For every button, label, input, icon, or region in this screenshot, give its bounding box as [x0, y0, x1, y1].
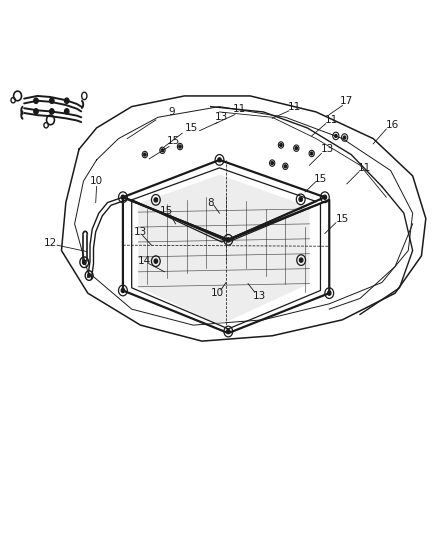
- Circle shape: [226, 238, 230, 242]
- Circle shape: [178, 145, 181, 148]
- Text: 11: 11: [324, 115, 337, 125]
- Circle shape: [34, 98, 38, 103]
- Text: 12: 12: [44, 238, 57, 247]
- Text: 13: 13: [320, 144, 333, 154]
- Circle shape: [88, 274, 90, 277]
- Text: 17: 17: [339, 96, 353, 106]
- Circle shape: [298, 197, 302, 201]
- Polygon shape: [138, 175, 309, 325]
- Circle shape: [64, 98, 69, 103]
- Circle shape: [294, 147, 297, 150]
- Circle shape: [226, 329, 230, 334]
- Text: 15: 15: [184, 123, 197, 133]
- Circle shape: [154, 198, 157, 202]
- Text: 15: 15: [313, 174, 326, 183]
- Circle shape: [64, 109, 69, 114]
- Circle shape: [49, 109, 54, 114]
- Text: 15: 15: [166, 136, 180, 146]
- Circle shape: [270, 161, 273, 165]
- Text: 9: 9: [167, 107, 174, 117]
- Circle shape: [217, 158, 221, 162]
- Circle shape: [299, 258, 302, 262]
- Circle shape: [121, 288, 124, 293]
- Circle shape: [310, 152, 312, 155]
- Circle shape: [343, 136, 345, 139]
- Circle shape: [82, 260, 86, 264]
- Text: 14: 14: [138, 256, 151, 266]
- Circle shape: [334, 134, 336, 138]
- Circle shape: [49, 98, 54, 103]
- Circle shape: [322, 195, 326, 199]
- Circle shape: [121, 195, 124, 199]
- Text: 11: 11: [357, 163, 370, 173]
- Circle shape: [327, 291, 330, 295]
- Text: 16: 16: [385, 120, 399, 130]
- Text: 11: 11: [287, 102, 300, 111]
- Text: 10: 10: [210, 288, 223, 298]
- Circle shape: [279, 143, 282, 147]
- Circle shape: [143, 153, 146, 156]
- Circle shape: [34, 109, 38, 114]
- Text: 10: 10: [90, 176, 103, 186]
- Text: 15: 15: [160, 206, 173, 215]
- Circle shape: [161, 149, 163, 152]
- Text: 15: 15: [335, 214, 348, 223]
- Circle shape: [154, 259, 157, 263]
- Text: 13: 13: [252, 291, 265, 301]
- Text: 8: 8: [207, 198, 214, 207]
- Text: 13: 13: [134, 227, 147, 237]
- Circle shape: [283, 165, 286, 168]
- Text: 13: 13: [215, 112, 228, 122]
- Text: 11: 11: [232, 104, 245, 114]
